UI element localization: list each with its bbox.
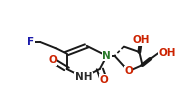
Text: O: O <box>124 66 133 76</box>
Text: O: O <box>48 55 57 66</box>
Text: OH: OH <box>159 48 176 58</box>
Text: O: O <box>99 75 108 85</box>
Text: OH: OH <box>132 35 150 45</box>
Text: F: F <box>27 37 34 47</box>
Text: N: N <box>102 51 111 61</box>
Text: NH: NH <box>75 72 92 82</box>
